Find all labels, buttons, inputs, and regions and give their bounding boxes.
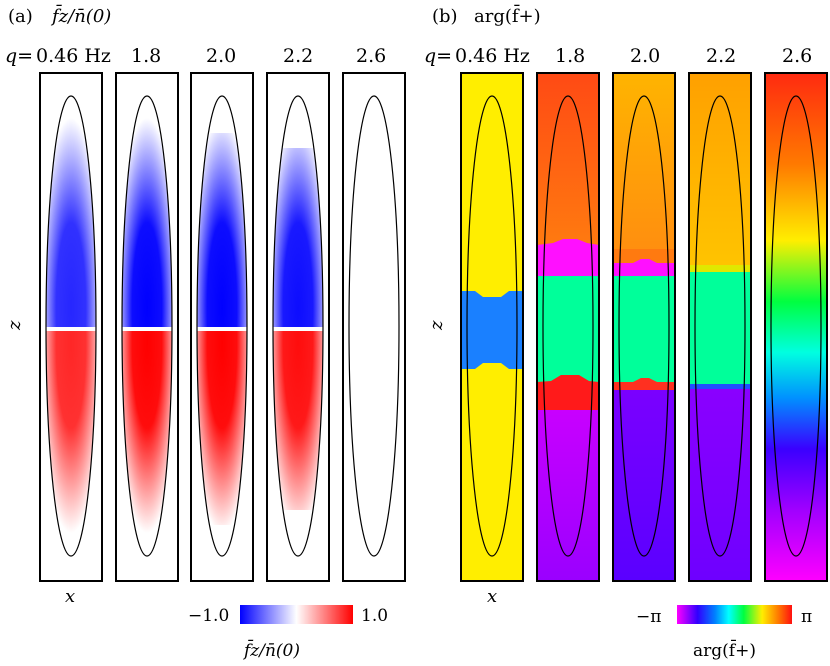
panel-a-q-prefix: q=: [5, 45, 33, 67]
blue-lobe: [273, 148, 323, 327]
panel-a-column-3: [266, 72, 330, 582]
panel-b-q-2: 2.0: [630, 45, 660, 67]
condensate-contour: [45, 95, 97, 557]
panel-a-tag: (a): [8, 6, 33, 27]
panel-a-column-4: [342, 72, 406, 582]
panel-b-q-3: 2.2: [706, 45, 736, 67]
panel-b-q-1: 1.8: [555, 45, 585, 67]
colorbar-b-max: π: [801, 607, 812, 627]
panel-b-column-0: [460, 72, 524, 582]
panel-a: (a) f̄z/n̄(0) q= 0.46 Hz 1.8 2.0 2.2 2.6: [4, 3, 406, 661]
colorbar-a-min: −1.0: [188, 606, 229, 626]
panel-a-column-0: [39, 72, 103, 582]
panel-a-q-2: 2.0: [206, 45, 236, 67]
condensate-contour: [694, 95, 746, 557]
panel-a-column-1: [115, 72, 179, 582]
panel-a-x-label: x: [65, 586, 75, 607]
colorbar-b-title: arg(f̄+): [693, 638, 756, 661]
panel-b-column-3: [688, 72, 752, 582]
panel-a-q-1: 1.8: [131, 45, 161, 67]
panel-b-q-4: 2.6: [782, 45, 812, 67]
panel-b-colorbar: −π π arg(f̄+): [636, 605, 812, 661]
condensate-contour: [770, 95, 822, 557]
panel-a-title: f̄z/n̄(0): [50, 3, 111, 27]
panel-b-column-4: [764, 72, 828, 582]
panel-a-z-label: z: [4, 320, 25, 331]
colorbar-a-max: 1.0: [361, 606, 388, 626]
panel-a-colorbar: −1.0 1.0 f̄z/n̄(0): [188, 605, 388, 661]
condensate-contour: [618, 95, 670, 557]
condensate-contour: [272, 95, 324, 557]
colorbar-b-min: −π: [636, 607, 661, 627]
condensate-contour: [196, 95, 248, 557]
condensate-contour: [466, 95, 518, 557]
panel-b-column-2: [612, 72, 676, 582]
panel-b-q-prefix: q=: [424, 45, 452, 67]
panel-b-q-0: 0.46 Hz: [455, 45, 530, 67]
colorbar-a-title: f̄z/n̄(0): [242, 638, 300, 661]
condensate-contour: [121, 95, 173, 557]
condensate-contour: [348, 95, 400, 557]
panel-a-q-3: 2.2: [283, 45, 313, 67]
panel-b-title: arg(f̄+): [474, 3, 541, 27]
panel-a-q-0: 0.46 Hz: [36, 45, 111, 67]
panel-b-column-1: [536, 72, 600, 582]
panel-a-column-2: [190, 72, 254, 582]
panel-b-z-label: z: [426, 320, 447, 331]
panel-a-q-4: 2.6: [356, 45, 386, 67]
red-lobe: [273, 331, 323, 510]
blue-lobe: [197, 133, 247, 327]
panel-b-x-label: x: [487, 586, 497, 607]
condensate-contour: [542, 95, 594, 557]
panel-b: (b) arg(f̄+) q= 0.46 Hz 1.8 2.0 2.2 2.6: [424, 3, 828, 661]
panel-b-tag: (b): [432, 6, 458, 27]
